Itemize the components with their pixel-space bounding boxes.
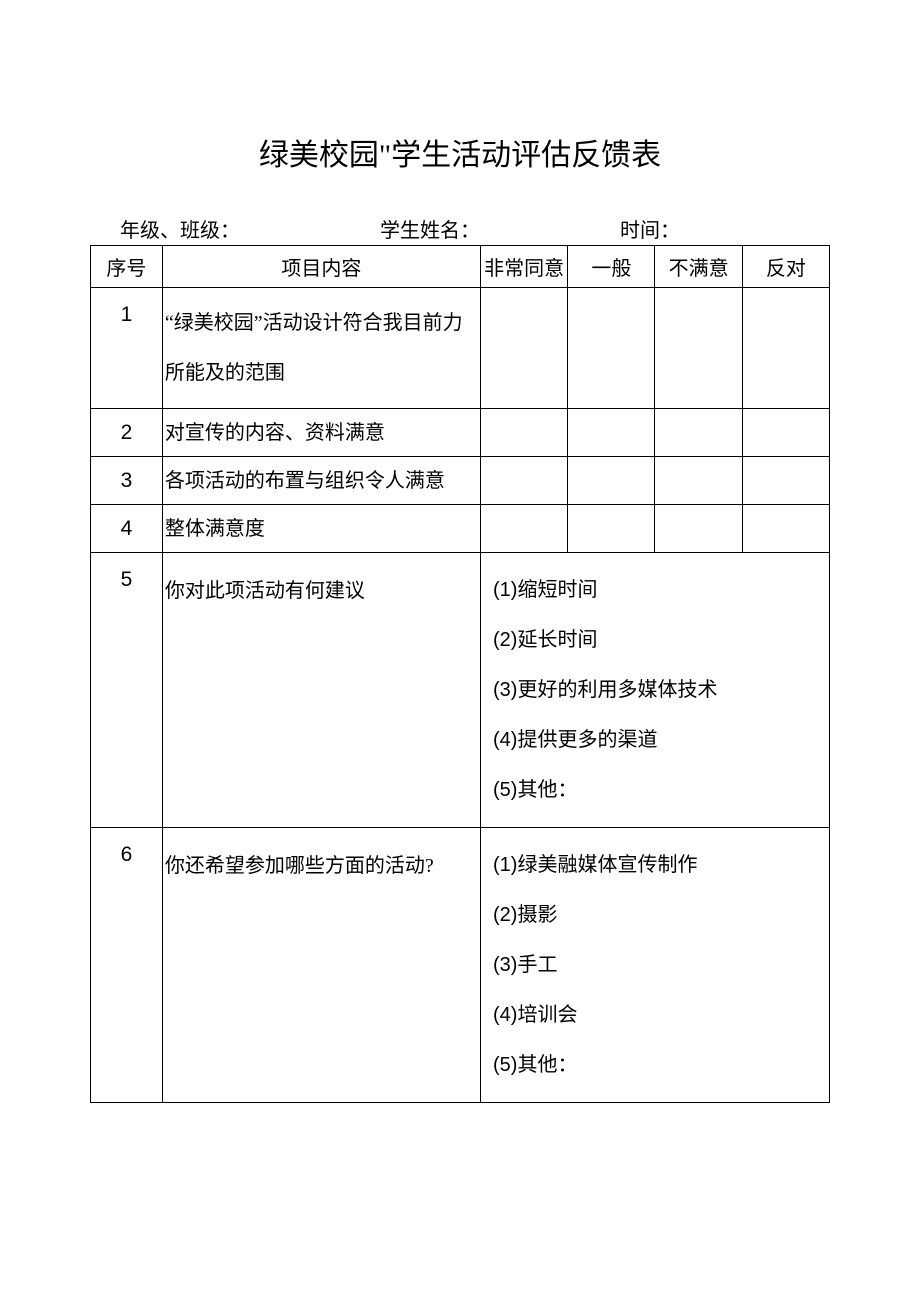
- table-row: 4 整体满意度: [91, 505, 830, 553]
- rating-cell: [568, 288, 655, 409]
- row-num: 4: [91, 505, 163, 553]
- rating-cell: [568, 457, 655, 505]
- option-item: (5)其他：: [493, 1040, 827, 1090]
- option-item: (5)其他：: [493, 765, 827, 815]
- option-item: (2)摄影: [493, 890, 827, 940]
- rating-cell: [655, 505, 742, 553]
- row-num: 2: [91, 409, 163, 457]
- table-row: 2 对宣传的内容、资料满意: [91, 409, 830, 457]
- header-rating2: 一般: [568, 246, 655, 288]
- options-cell: (1)绿美融媒体宣传制作 (2)摄影 (3)手工 (4)培训会 (5)其他：: [481, 828, 830, 1103]
- table-row: 6 你还希望参加哪些方面的活动? (1)绿美融媒体宣传制作 (2)摄影 (3)手…: [91, 828, 830, 1103]
- time-label: 时间：: [620, 214, 830, 243]
- row-content: “绿美校园”活动设计符合我目前力所能及的范围: [162, 288, 480, 409]
- option-item: (4)培训会: [493, 990, 827, 1040]
- rating-cell: [481, 288, 568, 409]
- rating-cell: [742, 288, 829, 409]
- rating-cell: [481, 409, 568, 457]
- row-num: 6: [91, 828, 163, 1103]
- table-header-row: 序号 项目内容 非常同意 一般 不满意 反对: [91, 246, 830, 288]
- student-name-label: 学生姓名：: [380, 214, 620, 243]
- options-cell: (1)缩短时间 (2)延长时间 (3)更好的利用多媒体技术 (4)提供更多的渠道…: [481, 553, 830, 828]
- rating-cell: [655, 409, 742, 457]
- rating-cell: [655, 288, 742, 409]
- row-content: 各项活动的布置与组织令人满意: [162, 457, 480, 505]
- rating-cell: [568, 409, 655, 457]
- row-num: 5: [91, 553, 163, 828]
- option-item: (3)手工: [493, 940, 827, 990]
- header-rating1: 非常同意: [481, 246, 568, 288]
- rating-cell: [568, 505, 655, 553]
- table-row: 5 你对此项活动有何建议 (1)缩短时间 (2)延长时间 (3)更好的利用多媒体…: [91, 553, 830, 828]
- rating-cell: [655, 457, 742, 505]
- header-fields: 年级、班级： 学生姓名： 时间：: [90, 214, 830, 243]
- option-item: (3)更好的利用多媒体技术: [493, 665, 827, 715]
- row-content: 你对此项活动有何建议: [162, 553, 480, 828]
- table-row: 1 “绿美校园”活动设计符合我目前力所能及的范围: [91, 288, 830, 409]
- option-item: (4)提供更多的渠道: [493, 715, 827, 765]
- rating-cell: [481, 505, 568, 553]
- table-row: 3 各项活动的布置与组织令人满意: [91, 457, 830, 505]
- rating-cell: [481, 457, 568, 505]
- rating-cell: [742, 457, 829, 505]
- option-item: (2)延长时间: [493, 615, 827, 665]
- rating-cell: [742, 409, 829, 457]
- row-num: 3: [91, 457, 163, 505]
- document-title: 绿美校园"学生活动评估反馈表: [90, 130, 830, 174]
- row-num: 1: [91, 288, 163, 409]
- feedback-table: 序号 项目内容 非常同意 一般 不满意 反对 1 “绿美校园”活动设计符合我目前…: [90, 245, 830, 1103]
- row-content: 你还希望参加哪些方面的活动?: [162, 828, 480, 1103]
- option-item: (1)缩短时间: [493, 565, 827, 615]
- row-content: 整体满意度: [162, 505, 480, 553]
- grade-class-label: 年级、班级：: [120, 214, 380, 243]
- rating-cell: [742, 505, 829, 553]
- header-num: 序号: [91, 246, 163, 288]
- header-rating3: 不满意: [655, 246, 742, 288]
- header-rating4: 反对: [742, 246, 829, 288]
- option-item: (1)绿美融媒体宣传制作: [493, 840, 827, 890]
- row-content: 对宣传的内容、资料满意: [162, 409, 480, 457]
- header-content: 项目内容: [162, 246, 480, 288]
